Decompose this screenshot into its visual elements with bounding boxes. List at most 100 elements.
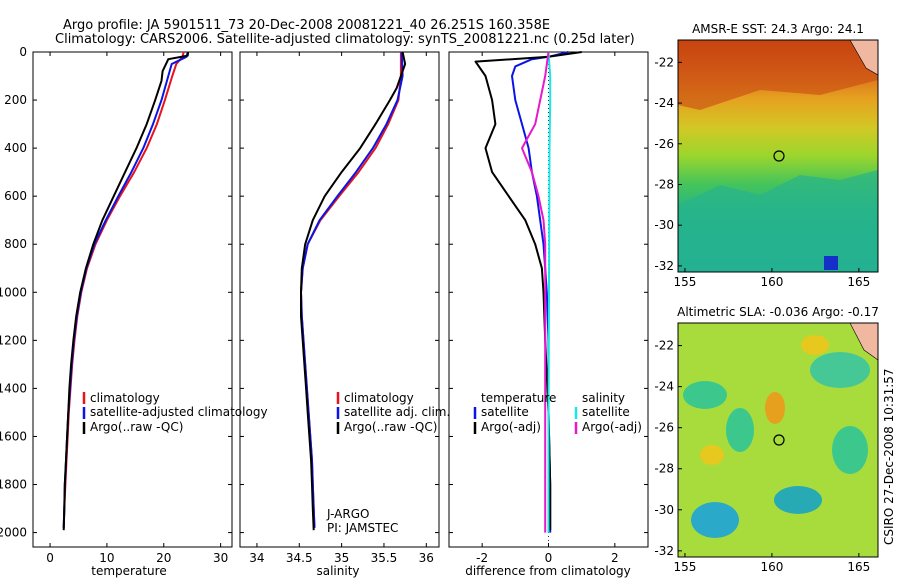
x-tick-label: 20	[156, 551, 171, 565]
x-tick-label: 0	[545, 551, 553, 565]
sla-blob-b	[726, 408, 754, 452]
map-y-tick-label: -22	[654, 55, 674, 69]
legend-label-temp-satellite: satellite	[481, 405, 529, 419]
map-y-tick-label: -30	[654, 218, 674, 232]
sla-blob-d	[832, 426, 868, 474]
map-x-tick-label: 165	[847, 560, 870, 574]
difference-panel: -2 0 2 difference from climatology tempera…	[448, 51, 649, 578]
figure-title-line1: Argo profile: JA 5901511_73 20-Dec-2008 …	[63, 18, 550, 33]
sla-high-c	[801, 335, 829, 355]
map-x-tick-label: 165	[847, 275, 870, 289]
legend-label-sal-satellite: satellite	[582, 405, 630, 419]
y-tick-label: 600	[4, 189, 27, 203]
series-line-temperature-argo-adj	[474, 51, 582, 531]
y-tick-label: 1800	[0, 478, 27, 492]
x-tick-label: 35	[334, 551, 349, 565]
x-tick-label: 10	[99, 551, 114, 565]
sla-map-frame	[677, 322, 879, 558]
legend-label-satellite: satellite adj. clim.	[344, 405, 450, 419]
temperature-panel: 0 200 400 600 800 1000 1200 1400 1600 1800 2000 0 10…	[0, 45, 268, 578]
x-tick-label: 36	[419, 551, 434, 565]
legend-label-climatology: climatology	[344, 391, 414, 405]
map-y-tick-label: -24	[654, 96, 674, 110]
y-tick-label: 1600	[0, 429, 27, 443]
sla-map-panel: Altimetric SLA: -0.036 Argo: -0.17 155 16…	[654, 305, 879, 574]
series-line-temperature-satellite	[511, 51, 569, 533]
x-tick-label: 30	[213, 551, 228, 565]
sst-cool-region	[678, 170, 878, 272]
sla-blob-a	[683, 381, 727, 409]
map-x-tick-label: 155	[674, 275, 697, 289]
legend-label-temp-argo: Argo(-adj)	[481, 420, 541, 434]
salinity-xlabel: salinity	[316, 564, 359, 578]
salinity-legend: climatology satellite adj. clim. Argo(..…	[336, 391, 450, 434]
map-y-tick-label: -22	[654, 339, 674, 353]
annotation-jargo: J-ARGO	[326, 507, 369, 521]
salinity-panel: 34 34.5 35 35.5 36 salinity climatology sate…	[239, 51, 450, 578]
difference-legend: temperature satellite Argo(-adj) salinit…	[473, 391, 642, 434]
map-y-tick-label: -26	[654, 137, 674, 151]
series-line-satellite-adjusted-climatology	[62, 51, 189, 528]
legend-label-satellite: satellite-adjusted climatology	[90, 405, 268, 419]
legend-label-argo: Argo(..raw -QC)	[90, 420, 183, 434]
figure-title-line2: Climatology: CARS2006. Satellite-adjuste…	[55, 32, 635, 47]
argo-float-marker	[773, 434, 785, 446]
y-tick-label: 0	[19, 45, 27, 59]
sla-blob-e	[691, 502, 739, 538]
series-line-salinity-argo-adj	[521, 51, 550, 533]
map-x-tick-label: 160	[760, 560, 783, 574]
x-tick-label: 35.5	[371, 551, 398, 565]
map-y-tick-label: -32	[654, 544, 674, 558]
x-tick-label: 0	[46, 551, 54, 565]
y-tick-label: 1400	[0, 381, 27, 395]
sla-blob-f	[774, 486, 822, 514]
x-tick-label: -2	[476, 551, 488, 565]
y-tick-label: 400	[4, 141, 27, 155]
sst-warm-region	[678, 40, 878, 110]
side-stamp: CSIRO 27-Dec-2008 10:31:57	[882, 368, 896, 545]
y-tick-label: 1000	[0, 285, 27, 299]
sst-cold-patch	[824, 256, 838, 270]
new-caledonia-coast	[849, 323, 878, 361]
argo-float-marker	[773, 150, 785, 162]
map-y-tick-label: -32	[654, 259, 674, 273]
sst-map-title: AMSR-E SST: 24.3 Argo: 24.1	[692, 22, 864, 36]
legend-title-salinity: salinity	[582, 391, 625, 405]
map-y-tick-label: -28	[654, 462, 674, 476]
temperature-xlabel: temperature	[91, 564, 166, 578]
map-y-tick-label: -30	[654, 503, 674, 517]
map-x-tick-label: 160	[760, 275, 783, 289]
y-tick-label: 200	[4, 93, 27, 107]
y-tick-label: 800	[4, 237, 27, 251]
series-line-salinity-satellite	[547, 51, 552, 533]
map-y-tick-label: -24	[654, 380, 674, 394]
x-tick-label: 2	[611, 551, 619, 565]
annotation-pi: PI: JAMSTEC	[327, 521, 398, 535]
legend-label-climatology: climatology	[90, 391, 160, 405]
temperature-axes-box	[32, 51, 233, 548]
series-line-argo-raw-qc	[62, 51, 190, 531]
y-tick-label: 1200	[0, 333, 27, 347]
x-tick-label: 34.5	[286, 551, 313, 565]
new-caledonia-coast	[849, 40, 878, 76]
sla-high-a	[765, 392, 785, 424]
sst-map-frame	[677, 39, 879, 273]
legend-label-sal-argo: Argo(-adj)	[582, 420, 642, 434]
series-line-satellite-adj-clim	[300, 51, 404, 528]
sst-map-panel: AMSR-E SST: 24.3 Argo: 24.1 155 160 165 -22…	[654, 22, 879, 289]
sla-blob-c	[810, 352, 870, 388]
map-y-tick-label: -26	[654, 421, 674, 435]
map-y-tick-label: -28	[654, 177, 674, 191]
x-tick-label: 34	[249, 551, 264, 565]
y-tick-label: 2000	[0, 526, 27, 540]
map-x-tick-label: 155	[674, 560, 697, 574]
legend-title-temperature: temperature	[481, 391, 556, 405]
series-line-argo-raw-qc	[300, 51, 407, 531]
difference-xlabel: difference from climatology	[465, 564, 631, 578]
sla-map-title: Altimetric SLA: -0.036 Argo: -0.17	[677, 305, 879, 319]
sla-high-b	[700, 445, 724, 465]
salinity-axes-box	[239, 51, 440, 548]
temperature-legend: climatology satellite-adjusted climatolo…	[82, 391, 268, 434]
legend-label-argo: Argo(..raw -QC)	[344, 420, 437, 434]
